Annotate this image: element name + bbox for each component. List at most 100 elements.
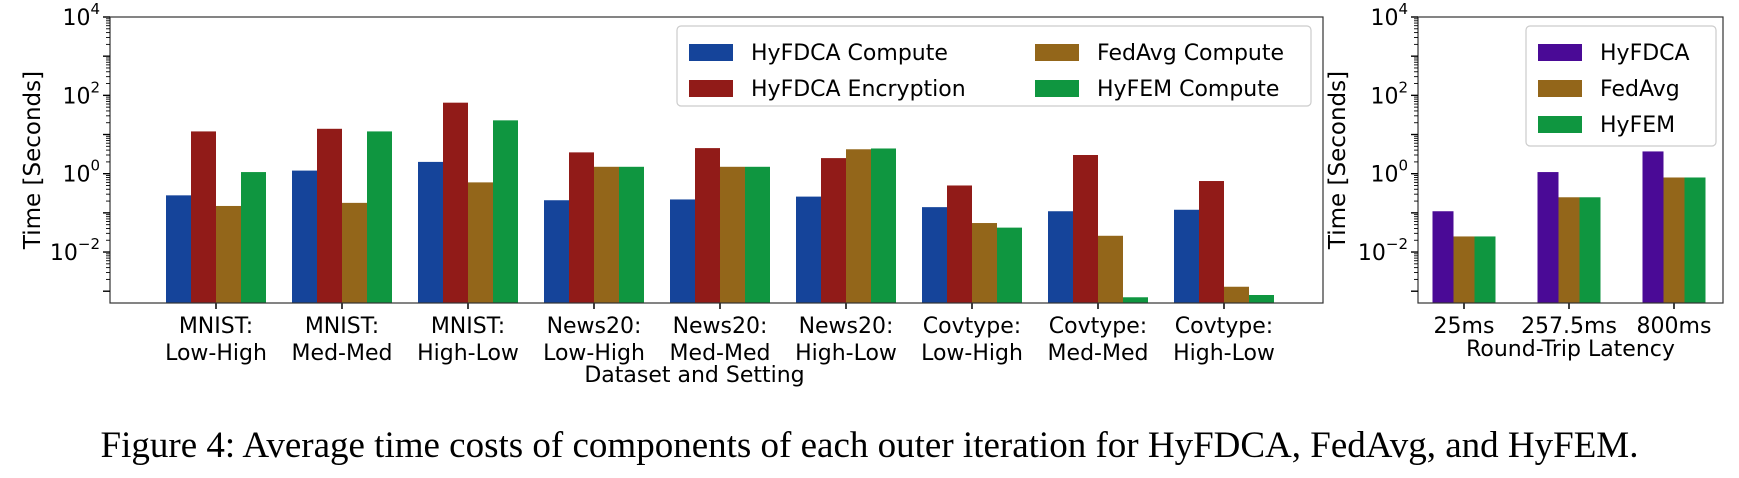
bar-fedavg-compute-8 [1224, 286, 1249, 303]
legend-label: FedAvg [1600, 77, 1680, 102]
x-tick-label: MNIST: Med-Med [292, 314, 393, 366]
x-tick-label: News20: Low-High [543, 314, 645, 366]
bar-fedavg-compute-2 [468, 182, 493, 303]
x-axis-label: Dataset and Setting [584, 363, 804, 388]
bar-hyfem-compute-7 [1123, 297, 1148, 303]
bar-hyfdca-compute-8 [1174, 209, 1199, 303]
plot-frame [109, 16, 1324, 304]
bar-fedavg-compute-7 [1098, 235, 1123, 303]
bar-hyfdca-encryption-3 [569, 152, 594, 303]
bar-hyfdca-compute-6 [922, 207, 947, 303]
bar-hyfem-compute-6 [997, 227, 1022, 303]
x-tick-label-line: MNIST: [305, 314, 379, 339]
x-tick-label-line: High-Low [795, 341, 897, 366]
y-tick-label: 102 [1370, 78, 1408, 109]
legend-swatch [689, 80, 733, 97]
bar-hyfem-compute-8 [1249, 295, 1274, 303]
bar-hyfdca-encryption-5 [821, 158, 846, 303]
y-tick-label: 10−2 [50, 235, 100, 266]
x-tick-label-line: Med-Med [1048, 341, 1149, 366]
x-tick-label-line: High-Low [1173, 341, 1275, 366]
bar-fedavg-compute-6 [972, 223, 997, 303]
x-tick-label: News20: High-Low [795, 314, 897, 366]
bar-fedavg-compute-4 [720, 166, 745, 303]
bar-hyfdca-encryption-1 [317, 128, 342, 303]
bar-hyfdca-1 [1537, 172, 1559, 303]
y-tick-exponent: 2 [90, 78, 100, 96]
bar-hyfdca-0 [1432, 211, 1454, 303]
x-tick-label-line: Low-High [543, 341, 645, 366]
x-tick-label-line: News20: [547, 314, 642, 339]
x-tick-label-line: Covtype: [923, 314, 1021, 339]
legend-swatch [1035, 44, 1079, 61]
y-tick-exponent: 4 [1398, 0, 1408, 18]
bar-hyfem-compute-4 [745, 166, 770, 303]
x-tick-label-line: 800ms [1637, 314, 1712, 339]
x-tick-label-line: High-Low [417, 341, 519, 366]
x-tick-label-line: Covtype: [1175, 314, 1273, 339]
y-tick-label: 10−2 [1358, 235, 1408, 266]
bar-hyfem-compute-5 [871, 148, 896, 303]
bar-hyfdca-2 [1642, 151, 1664, 303]
x-tick-label-line: News20: [799, 314, 894, 339]
bar-hyfdca-encryption-2 [443, 102, 468, 304]
x-tick-label-line: News20: [673, 314, 768, 339]
y-tick-exponent: 2 [1398, 78, 1408, 96]
y-axis-label: Time [Seconds] [20, 71, 46, 250]
x-tick-label: 257.5ms [1521, 314, 1617, 339]
plot-frame [1417, 16, 1724, 304]
x-tick-label: Covtype: High-Low [1173, 314, 1275, 366]
bar-hyfem-compute-1 [367, 131, 392, 303]
bar-hyfdca-compute-5 [796, 196, 821, 303]
bar-fedavg-compute-5 [846, 149, 871, 303]
bar-hyfdca-compute-2 [418, 161, 443, 303]
y-tick-exponent: −2 [78, 235, 100, 253]
x-tick-label-line: MNIST: [179, 314, 253, 339]
bar-hyfem-compute-2 [493, 120, 518, 303]
bar-hyfdca-compute-1 [292, 170, 317, 303]
bar-hyfdca-encryption-6 [947, 185, 972, 303]
y-tick-base: 10 [1370, 163, 1398, 188]
y-tick-label: 104 [1370, 0, 1408, 31]
figure-caption: Figure 4: Average time costs of componen… [100, 425, 1639, 466]
bar-hyfem-0 [1474, 236, 1496, 303]
x-axis-label: Round-Trip Latency [1466, 337, 1675, 362]
y-tick-label: 102 [62, 78, 100, 109]
x-tick-label: 25ms [1434, 314, 1495, 339]
y-tick-base: 10 [50, 241, 78, 266]
legend-box [676, 25, 1312, 107]
x-tick-label-line: Low-High [921, 341, 1023, 366]
x-tick-label: Covtype: Med-Med [1048, 314, 1149, 366]
legend-label: HyFDCA [1600, 41, 1690, 66]
bar-fedavg-compute-3 [594, 166, 619, 303]
x-tick-label-line: Med-Med [292, 341, 393, 366]
x-tick-label-line: MNIST: [431, 314, 505, 339]
legend-swatch [689, 44, 733, 61]
y-tick-exponent: 4 [90, 0, 100, 18]
y-tick-base: 10 [1358, 241, 1386, 266]
bar-hyfdca-compute-7 [1048, 211, 1073, 303]
bar-hyfem-2 [1684, 177, 1706, 303]
y-tick-exponent: 0 [1398, 157, 1408, 175]
bar-hyfdca-encryption-8 [1199, 181, 1224, 303]
y-tick-exponent: −2 [1386, 235, 1408, 253]
y-tick-label: 100 [1370, 157, 1408, 188]
bar-hyfdca-compute-3 [544, 200, 569, 303]
x-tick-label-line: Low-High [165, 341, 267, 366]
bar-hyfdca-encryption-7 [1073, 155, 1098, 303]
y-axis-label: Time [Seconds] [1325, 71, 1351, 250]
x-tick-label: Covtype: Low-High [921, 314, 1023, 366]
bar-hyfem-compute-3 [619, 166, 644, 303]
bar-fedavg-1 [1558, 197, 1580, 303]
bar-fedavg-2 [1663, 177, 1685, 303]
y-tick-base: 10 [1370, 6, 1398, 31]
bar-hyfem-compute-0 [241, 172, 266, 303]
legend-label: HyFDCA Encryption [751, 77, 966, 102]
x-tick-label-line: 25ms [1434, 314, 1495, 339]
bar-hyfdca-compute-0 [166, 195, 191, 303]
bar-hyfdca-encryption-4 [695, 148, 720, 303]
bar-hyfem-1 [1579, 197, 1601, 303]
legend-swatch [1035, 80, 1079, 97]
